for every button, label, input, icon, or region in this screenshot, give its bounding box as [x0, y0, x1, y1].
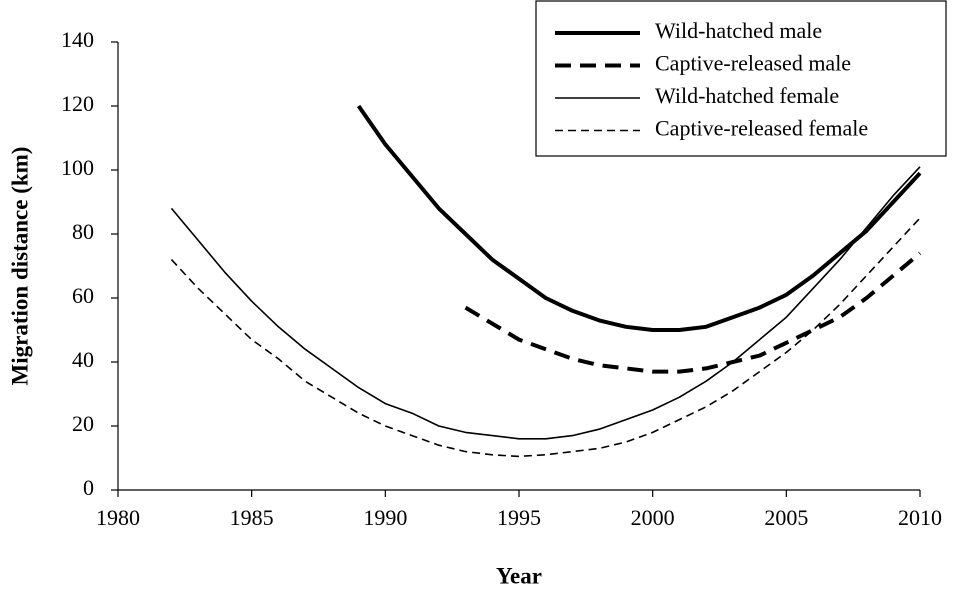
y-axis-title: Migration distance (km)	[7, 147, 32, 386]
x-tick-label: 2005	[764, 505, 808, 530]
y-tick-label: 80	[72, 219, 94, 244]
y-tick-label: 140	[61, 27, 94, 52]
y-tick-label: 0	[83, 475, 94, 500]
y-tick-label: 20	[72, 411, 94, 436]
legend-label: Wild-hatched female	[655, 83, 839, 108]
x-tick-label: 1995	[497, 505, 541, 530]
series-line	[356, 104, 922, 332]
legend-label: Wild-hatched male	[655, 18, 822, 43]
x-tick-label: 2000	[631, 505, 675, 530]
series-line	[170, 166, 921, 440]
x-tick-label: 1985	[230, 505, 274, 530]
y-tick-label: 60	[72, 283, 94, 308]
x-tick-label: 2010	[898, 505, 942, 530]
y-tick-label: 120	[61, 91, 94, 116]
series-line	[464, 251, 922, 374]
x-tick-label: 1990	[363, 505, 407, 530]
y-tick-label: 40	[72, 347, 94, 372]
series-line	[170, 217, 921, 458]
x-tick-label: 1980	[96, 505, 140, 530]
legend-box	[535, 0, 947, 157]
y-tick-label: 100	[61, 155, 94, 180]
x-axis-title: Year	[496, 563, 542, 588]
legend-label: Captive-released female	[655, 116, 868, 141]
legend-label: Captive-released male	[655, 51, 851, 76]
